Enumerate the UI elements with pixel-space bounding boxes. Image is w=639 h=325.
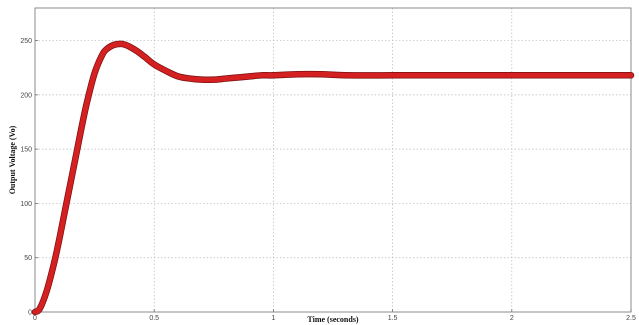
y-tick-label: 150 [20,147,32,154]
plot-frame [34,7,632,313]
x-tick-label: 2 [510,315,514,322]
data-point [144,56,146,58]
data-point [511,74,513,76]
data-point [105,48,108,50]
data-point [558,74,561,76]
data-point [237,76,239,79]
x-tick-label: 0.5 [149,315,159,322]
data-point [177,75,179,77]
data-point [82,121,84,123]
data-point [225,77,227,80]
data-point [120,43,122,45]
data-point [296,73,298,75]
y-tick-label: 0 [28,310,32,317]
data-point [34,311,36,313]
data-point [153,63,155,66]
x-axis-title: Time (seconds) [307,315,359,324]
x-tick-label: 1.5 [388,315,398,322]
data-point [129,46,131,48]
data-point [392,74,394,76]
y-tick-label: 250 [20,38,32,45]
data-point [94,72,96,74]
y-tick-label: 100 [20,201,32,208]
data-point [189,77,191,80]
x-tick-label: 1 [271,315,275,322]
data-point [58,240,60,243]
data-point [320,73,322,75]
grid [35,8,631,312]
series-layer [31,40,635,316]
data-point [260,74,263,76]
data-point [136,50,139,53]
data-point [213,79,215,81]
y-tick-label: 50 [24,255,32,262]
data-point [86,99,89,101]
data-point [39,308,41,310]
data-point [124,44,127,46]
data-point [70,181,72,183]
data-point [630,74,632,76]
data-point [63,216,65,219]
data-point [248,75,251,77]
x-tick-label: 2.5 [626,315,636,322]
series-line-outline [31,40,635,316]
data-point [439,74,441,76]
y-tick-label: 200 [20,92,32,99]
data-point [46,289,48,291]
axis-ticks: 0 0.5 1 1.5 2 2.5 0 50 100 150 200 250 [20,38,636,322]
data-point [272,74,274,76]
data-point [101,55,103,57]
data-point [201,79,203,81]
data-point [77,145,79,147]
y-axis-title: Output Voltage (Vo) [8,125,17,194]
data-point [165,70,167,72]
x-tick-label: 0 [33,315,37,322]
data-point [344,74,346,76]
data-point [53,262,55,264]
series-line [32,41,634,315]
data-point [113,44,115,46]
